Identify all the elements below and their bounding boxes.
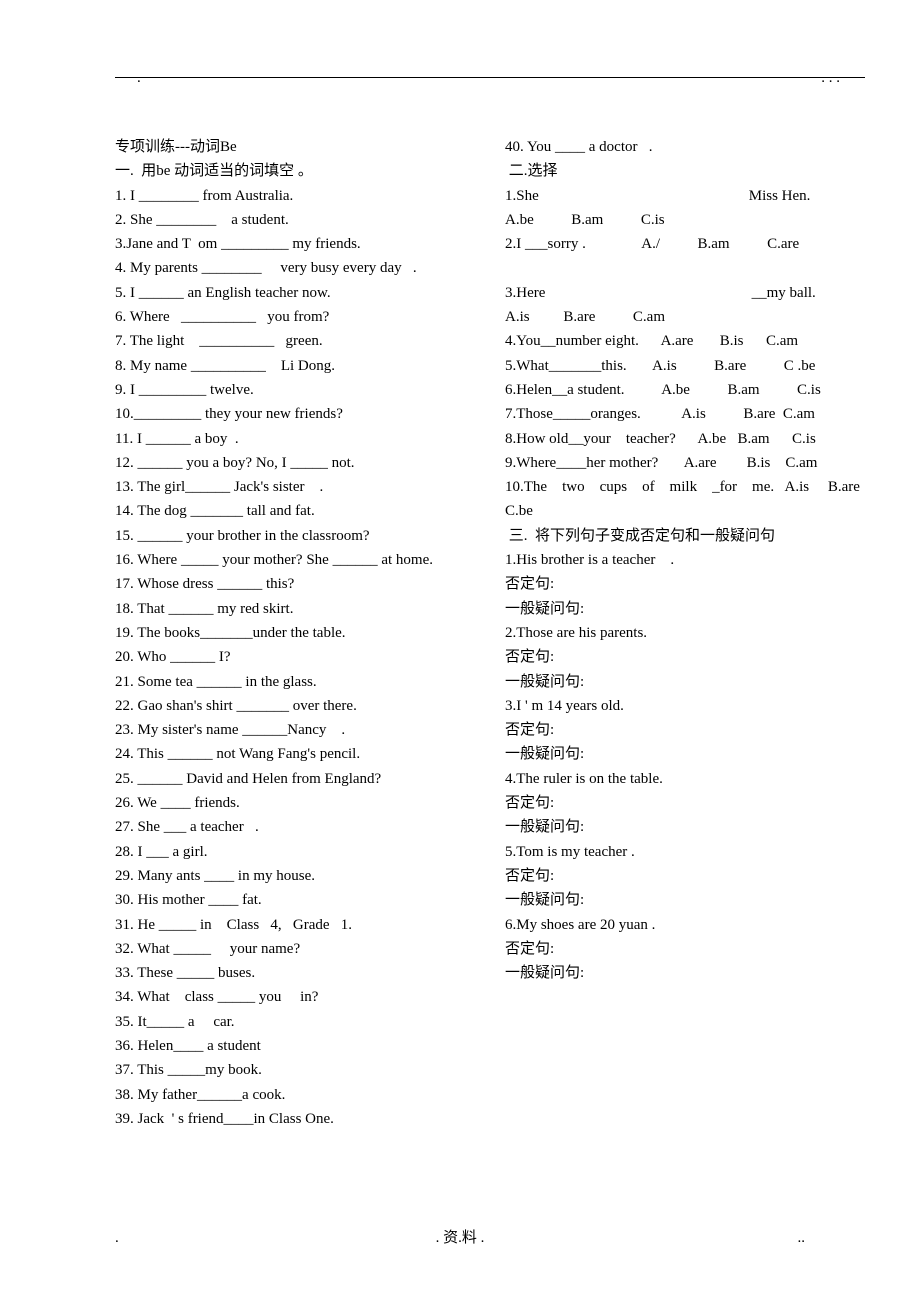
q26: 26. We ____ friends. — [115, 791, 475, 815]
s3q1neg: 否定句: — [505, 572, 865, 596]
s2q8: 8.How old__your teacher? A.be B.am C.is — [505, 427, 865, 451]
q6: 6. Where __________ you from? — [115, 305, 475, 329]
s3q3int: 一般疑问句: — [505, 742, 865, 766]
page-container: 专项训练---动词Be 一. 用be 动词适当的词填空 。 1. I _____… — [115, 135, 865, 1131]
s3q6: 6.My shoes are 20 yuan . — [505, 913, 865, 937]
s2q2: 2.I ___sorry . A./ B.am C.are — [505, 232, 865, 256]
s3q2int: 一般疑问句: — [505, 670, 865, 694]
q19: 19. The books_______under the table. — [115, 621, 475, 645]
q24: 24. This ______ not Wang Fang's pencil. — [115, 742, 475, 766]
q23: 23. My sister's name ______Nancy . — [115, 718, 475, 742]
q37: 37. This _____my book. — [115, 1058, 475, 1082]
s3q6int: 一般疑问句: — [505, 961, 865, 985]
s3q5: 5.Tom is my teacher . — [505, 840, 865, 864]
footer-dot-right: .. — [798, 1230, 806, 1247]
q15: 15. ______ your brother in the classroom… — [115, 524, 475, 548]
s3q2neg: 否定句: — [505, 645, 865, 669]
s2q10: 10.The two cups of milk _for me. A.is B.… — [505, 475, 865, 524]
q32: 32. What _____ your name? — [115, 937, 475, 961]
s3q1int: 一般疑问句: — [505, 597, 865, 621]
q40: 40. You ____ a doctor . — [505, 135, 865, 159]
s2q4: 4.You__number eight. A.are B.is C.am — [505, 329, 865, 353]
q22: 22. Gao shan's shirt _______ over there. — [115, 694, 475, 718]
s3q2: 2.Those are his parents. — [505, 621, 865, 645]
s3q3neg: 否定句: — [505, 718, 865, 742]
q29: 29. Many ants ____ in my house. — [115, 864, 475, 888]
s2q5: 5.What_______this. A.is B.are C .be — [505, 354, 865, 378]
q18: 18. That ______ my red skirt. — [115, 597, 475, 621]
s2q6: 6.Helen__a student. A.be B.am C.is — [505, 378, 865, 402]
q34: 34. What class _____ you in? — [115, 985, 475, 1009]
q36: 36. Helen____ a student — [115, 1034, 475, 1058]
q39: 39. Jack ' s friend____in Class One. — [115, 1107, 475, 1131]
q28: 28. I ___ a girl. — [115, 840, 475, 864]
q31: 31. He _____ in Class 4, Grade 1. — [115, 913, 475, 937]
s2q9: 9.Where____her mother? A.are B.is C.am — [505, 451, 865, 475]
q12: 12. ______ you a boy? No, I _____ not. — [115, 451, 475, 475]
header-dot-right: . . . — [821, 70, 840, 87]
s2q7: 7.Those_____oranges. A.is B.are C.am — [505, 402, 865, 426]
header-dot-left: . — [137, 70, 141, 87]
q7: 7. The light __________ green. — [115, 329, 475, 353]
s2q3: 3.Here __my ball. A.is B.are C.am — [505, 281, 865, 330]
s3q4: 4.The ruler is on the table. — [505, 767, 865, 791]
q1: 1. I ________ from Australia. — [115, 184, 475, 208]
s3q4neg: 否定句: — [505, 791, 865, 815]
s3q6neg: 否定句: — [505, 937, 865, 961]
left-column: 专项训练---动词Be 一. 用be 动词适当的词填空 。 1. I _____… — [115, 135, 475, 1131]
right-column: 40. You ____ a doctor . 二.选择 1.She Miss … — [505, 135, 865, 1131]
q35: 35. It_____ a car. — [115, 1010, 475, 1034]
q2: 2. She ________ a student. — [115, 208, 475, 232]
q38: 38. My father______a cook. — [115, 1083, 475, 1107]
q33: 33. These _____ buses. — [115, 961, 475, 985]
q10: 10._________ they your new friends? — [115, 402, 475, 426]
q4: 4. My parents ________ very busy every d… — [115, 256, 475, 280]
q9: 9. I _________ twelve. — [115, 378, 475, 402]
q16: 16. Where _____ your mother? She ______ … — [115, 548, 475, 572]
q8: 8. My name __________ Li Dong. — [115, 354, 475, 378]
section2-title: 二.选择 — [505, 159, 865, 183]
section3-title: 三. 将下列句子变成否定句和一般疑问句 — [505, 524, 865, 548]
top-border-line — [115, 77, 865, 78]
s2blank — [505, 256, 865, 280]
q20: 20. Who ______ I? — [115, 645, 475, 669]
s3q3: 3.I ' m 14 years old. — [505, 694, 865, 718]
q27: 27. She ___ a teacher . — [115, 815, 475, 839]
q14: 14. The dog _______ tall and fat. — [115, 499, 475, 523]
q17: 17. Whose dress ______ this? — [115, 572, 475, 596]
q5: 5. I ______ an English teacher now. — [115, 281, 475, 305]
s2q1: 1.She Miss Hen. A.be B.am C.is — [505, 184, 865, 233]
q11: 11. I ______ a boy . — [115, 427, 475, 451]
s3q5neg: 否定句: — [505, 864, 865, 888]
q13: 13. The girl______ Jack's sister . — [115, 475, 475, 499]
s3q5int: 一般疑问句: — [505, 888, 865, 912]
q3: 3.Jane and T om _________ my friends. — [115, 232, 475, 256]
s3q1: 1.His brother is a teacher . — [505, 548, 865, 572]
q30: 30. His mother ____ fat. — [115, 888, 475, 912]
section1-title: 一. 用be 动词适当的词填空 。 — [115, 159, 475, 183]
exercise-title: 专项训练---动词Be — [115, 135, 475, 159]
s3q4int: 一般疑问句: — [505, 815, 865, 839]
q25: 25. ______ David and Helen from England? — [115, 767, 475, 791]
q21: 21. Some tea ______ in the glass. — [115, 670, 475, 694]
footer-center: . 资.料 . — [0, 1226, 920, 1247]
